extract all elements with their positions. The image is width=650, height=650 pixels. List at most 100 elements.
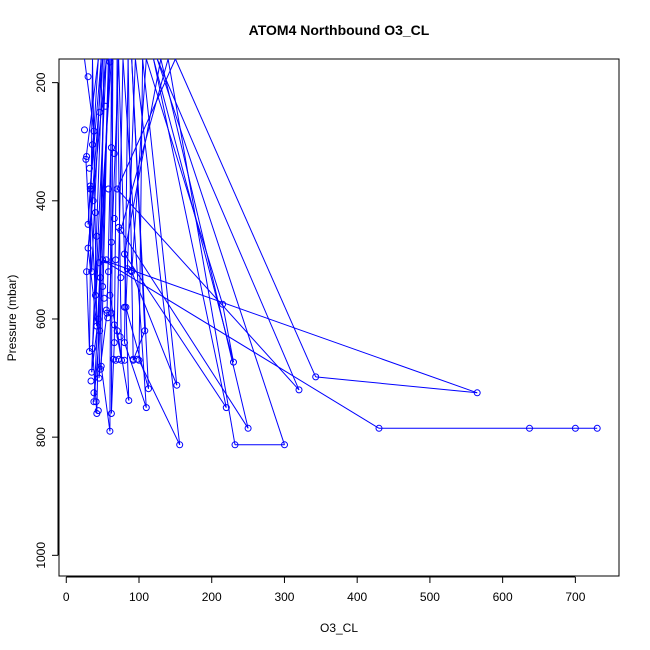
data-point	[95, 374, 103, 382]
data-point	[123, 265, 131, 273]
series-segment	[116, 58, 124, 331]
x-tick-label: 300	[274, 590, 294, 604]
series-segment	[138, 360, 181, 446]
data-point	[112, 256, 120, 264]
series-segment	[102, 259, 380, 429]
series-points	[81, 58, 601, 449]
data-point	[81, 126, 88, 134]
data-point	[89, 141, 96, 149]
data-point	[96, 108, 104, 116]
data-point	[105, 185, 112, 193]
data-point	[84, 73, 92, 81]
data-point	[110, 150, 118, 157]
data-point	[94, 407, 102, 415]
series-segment	[124, 58, 129, 343]
y-tick-label: 1000	[34, 542, 48, 569]
data-point	[104, 314, 112, 322]
x-tick-label: 500	[420, 590, 440, 604]
plot-frame	[58, 58, 620, 577]
y-tick-label: 600	[34, 309, 48, 329]
data-point	[113, 327, 121, 335]
data-point	[121, 339, 128, 347]
series-segment	[145, 58, 224, 305]
data-point	[96, 327, 104, 335]
series-lines	[84, 58, 598, 446]
data-point	[100, 294, 108, 302]
series-segment	[142, 58, 178, 386]
data-point	[92, 398, 100, 406]
data-point	[99, 283, 107, 290]
x-axis: 0 100 200 300 400 500 600 700	[63, 576, 586, 604]
data-point	[102, 306, 110, 314]
x-tick-label: 600	[493, 590, 513, 604]
data-point	[121, 303, 128, 311]
data-point	[145, 385, 152, 393]
data-point	[102, 256, 110, 264]
data-point	[110, 321, 118, 329]
x-tick-label: 100	[129, 590, 149, 604]
series-segment	[116, 330, 130, 401]
data-point	[244, 424, 252, 432]
data-point	[526, 424, 533, 432]
data-point	[83, 268, 91, 276]
data-point	[219, 300, 227, 308]
data-point	[97, 362, 105, 370]
x-tick-label: 400	[347, 590, 367, 604]
data-point	[107, 309, 115, 317]
data-point	[88, 368, 96, 376]
data-point	[94, 315, 102, 323]
data-point	[231, 441, 239, 449]
series-segment	[98, 313, 108, 379]
chart-title: ATOM4 Northbound O3_CL	[249, 22, 430, 38]
series-segment	[124, 253, 227, 408]
data-point	[312, 373, 320, 381]
data-point	[127, 267, 135, 274]
data-point	[141, 327, 149, 335]
data-point	[90, 389, 98, 397]
data-point	[134, 355, 141, 363]
series-segment	[125, 307, 149, 389]
data-point	[91, 209, 99, 217]
data-point	[97, 274, 104, 282]
data-point	[115, 223, 123, 231]
data-point	[110, 339, 118, 347]
data-point	[281, 441, 288, 449]
data-point	[82, 155, 90, 163]
data-point	[113, 185, 121, 193]
data-point	[88, 268, 96, 276]
y-axis-label: Pressure (mbar)	[5, 275, 19, 362]
data-point	[110, 215, 118, 222]
data-point	[107, 238, 115, 246]
series-segment	[96, 58, 105, 414]
data-point	[129, 355, 137, 363]
series-segment	[134, 58, 181, 445]
data-point	[95, 259, 103, 267]
data-point	[173, 381, 181, 389]
data-point	[121, 356, 128, 364]
data-point	[106, 58, 114, 66]
series-segment	[174, 58, 317, 378]
x-tick-label: 700	[565, 590, 585, 604]
data-point	[106, 427, 114, 435]
data-point	[91, 291, 99, 299]
data-point	[176, 441, 184, 449]
data-point	[93, 232, 101, 240]
y-axis: 200 400 600 800 1000	[34, 72, 59, 569]
series-segment	[110, 342, 115, 414]
series-segment	[89, 58, 93, 352]
series-segment	[156, 58, 285, 445]
data-point	[295, 386, 303, 394]
data-point	[90, 127, 98, 135]
series-segment	[131, 271, 178, 386]
x-axis-label: O3_CL	[320, 621, 358, 635]
series-segment	[87, 248, 98, 327]
data-point	[87, 377, 95, 385]
data-point	[106, 291, 114, 299]
series-segment	[116, 188, 300, 391]
data-point	[593, 424, 601, 432]
data-point	[86, 182, 94, 190]
data-point	[89, 345, 96, 352]
series-segment	[92, 58, 98, 327]
series-segment	[127, 58, 134, 361]
